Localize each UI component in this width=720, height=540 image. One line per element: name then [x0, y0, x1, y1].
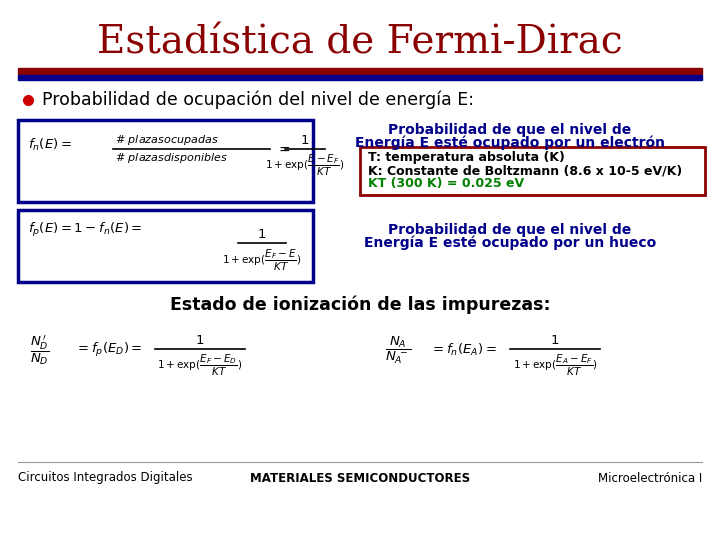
Text: $\#\ plazasocupadas$: $\#\ plazasocupadas$ [115, 133, 219, 147]
Text: $1+\exp(\dfrac{E_F-E_D}{KT})$: $1+\exp(\dfrac{E_F-E_D}{KT})$ [158, 353, 243, 377]
Text: $=$: $=$ [276, 142, 291, 156]
Text: $1$: $1$ [300, 134, 310, 147]
Text: $\dfrac{N_A}{N_A^{\,-}}$: $\dfrac{N_A}{N_A^{\,-}}$ [385, 334, 411, 366]
Text: $\#\ plazasdisponibles$: $\#\ plazasdisponibles$ [115, 151, 228, 165]
Text: Estadística de Fermi-Dirac: Estadística de Fermi-Dirac [97, 24, 623, 62]
Text: $f_p(E) = 1 - f_n(E) =$: $f_p(E) = 1 - f_n(E) =$ [28, 221, 143, 239]
Bar [18, 120, 313, 202]
Text: $= f_p(E_D) =$: $= f_p(E_D) =$ [75, 341, 143, 359]
Text: Microelectrónica I: Microelectrónica I [598, 471, 702, 484]
Text: $\dfrac{N_D^{\,\prime}}{N_D}$: $\dfrac{N_D^{\,\prime}}{N_D}$ [30, 333, 50, 367]
Bar [18, 210, 313, 282]
Bar [18, 68, 702, 74]
Text: $1$: $1$ [550, 334, 559, 347]
Text: $f_n(E) =$: $f_n(E) =$ [28, 137, 72, 153]
Text: Estado de ionización de las impurezas:: Estado de ionización de las impurezas: [170, 296, 550, 314]
Text: MATERIALES SEMICONDUCTORES: MATERIALES SEMICONDUCTORES [250, 471, 470, 484]
Bar [18, 75, 702, 80]
Text: T: temperatura absoluta (K): T: temperatura absoluta (K) [368, 151, 565, 164]
Text: Energía E esté ocupado por un electrón: Energía E esté ocupado por un electrón [355, 136, 665, 150]
Text: Probabilidad de ocupación del nivel de energía E:: Probabilidad de ocupación del nivel de e… [42, 91, 474, 109]
Text: $1+\exp(\dfrac{E_F-E}{KT})$: $1+\exp(\dfrac{E_F-E}{KT})$ [222, 247, 302, 273]
Text: $1+\exp(\dfrac{E_A-E_F}{KT})$: $1+\exp(\dfrac{E_A-E_F}{KT})$ [513, 353, 598, 377]
Text: K: Constante de Boltzmann (8.6 x 10-5 eV/K): K: Constante de Boltzmann (8.6 x 10-5 eV… [368, 165, 683, 178]
Text: Probabilidad de que el nivel de: Probabilidad de que el nivel de [388, 223, 631, 237]
Text: $1+\exp(\dfrac{E-E_F}{KT})$: $1+\exp(\dfrac{E-E_F}{KT})$ [266, 152, 345, 178]
Text: $= f_n(E_A) =$: $= f_n(E_A) =$ [430, 342, 497, 358]
Text: Energía E esté ocupado por un hueco: Energía E esté ocupado por un hueco [364, 236, 656, 250]
Text: KT (300 K) = 0.025 eV: KT (300 K) = 0.025 eV [368, 178, 524, 191]
Bar [360, 147, 705, 195]
Text: $1$: $1$ [195, 334, 204, 347]
Text: Circuitos Integrados Digitales: Circuitos Integrados Digitales [18, 471, 193, 484]
Text: Probabilidad de que el nivel de: Probabilidad de que el nivel de [388, 123, 631, 137]
Text: $1$: $1$ [257, 228, 266, 241]
